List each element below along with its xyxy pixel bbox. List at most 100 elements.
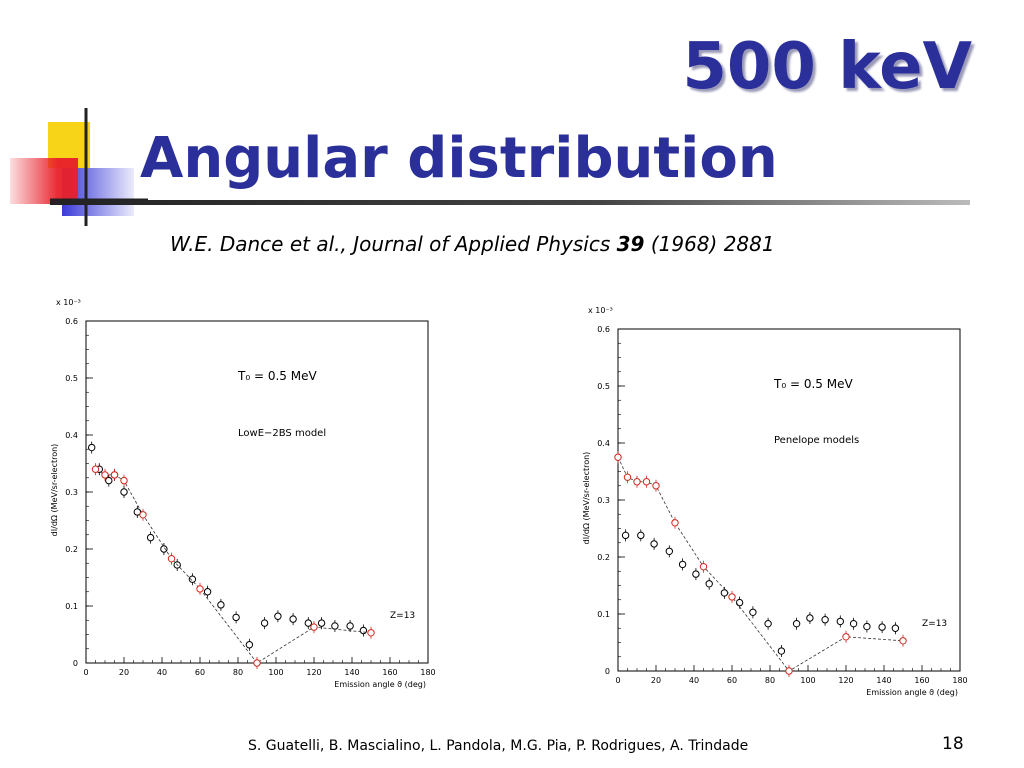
measured-point: [705, 580, 713, 588]
x-tick-label: 60: [195, 668, 205, 677]
measured-point: [692, 570, 700, 578]
measured-point: [359, 626, 368, 635]
simulated-point: [642, 478, 651, 486]
author-footer: S. Guatelli, B. Mascialino, L. Pandola, …: [248, 738, 749, 754]
x-tick-label: 0: [615, 676, 620, 685]
measured-point: [331, 622, 339, 630]
simulated-point: [842, 633, 850, 641]
y-tick-label: 0: [605, 667, 610, 676]
measured-point: [720, 589, 729, 597]
measured-point: [160, 545, 168, 553]
measured-point: [821, 616, 829, 624]
measured-point: [650, 540, 658, 548]
plot-area: 0 20 40 60 80 100 120 140 160 180 0 0.1 0.2 0.3 0.4 0.5…: [65, 317, 435, 677]
annotation-energy: T₀ = 0.5 MeV: [237, 369, 317, 383]
x-tick-label: 40: [689, 676, 699, 685]
y-tick-label: 0.4: [65, 431, 78, 440]
x-tick-label: 20: [651, 676, 661, 685]
y-multiplier: x 10⁻³: [588, 306, 613, 315]
measured-point: [678, 560, 687, 569]
y-tick-label: 0.1: [597, 610, 610, 619]
simulated-point: [652, 482, 660, 490]
measured-point: [637, 531, 645, 540]
simulated-point: [785, 667, 793, 675]
simulation-curve: [617, 457, 904, 672]
x-tick-label: 120: [306, 668, 321, 677]
simulated-point: [196, 585, 204, 593]
annotation-z: Z=13: [390, 611, 415, 621]
measured-point: [792, 619, 801, 628]
y-tick-label: 0.6: [597, 325, 610, 334]
measured-point: [863, 622, 871, 631]
x-tick-label: 100: [800, 676, 815, 685]
x-tick-label: 80: [765, 676, 775, 685]
measured-point: [274, 612, 282, 620]
measured-point: [105, 476, 113, 485]
measured-point: [203, 588, 212, 596]
measured-point: [665, 547, 674, 555]
simulated-point: [728, 593, 736, 601]
annotation-model: LowE−2BS model: [238, 428, 326, 439]
x-tick-label: 180: [952, 676, 967, 685]
plot-area: 0 20 40 60 80 100 120 140 160 180 0 0.1 0.2 0.3 0.4 0.5…: [597, 325, 967, 685]
measured-point: [304, 619, 312, 627]
simulated-point: [633, 478, 641, 486]
x-tick-label: 60: [727, 676, 737, 685]
reference-authors: W.E. Dance et al., Journal of Applied Ph…: [170, 232, 617, 256]
measured-point: [764, 619, 772, 628]
x-tick-label: 140: [344, 668, 359, 677]
simulated-point: [899, 637, 907, 645]
annotation-z: Z=13: [922, 619, 947, 629]
measured-point: [735, 598, 744, 607]
x-tick-label: 160: [914, 676, 929, 685]
chart-penelope: x 10⁻³ dI/dΩ (MeV/sr-electron) Emission …: [582, 306, 968, 697]
measured-point: [346, 622, 354, 630]
measured-point: [836, 617, 844, 626]
measured-point: [849, 619, 858, 628]
measured-point: [621, 531, 630, 540]
measured-point: [133, 508, 142, 516]
measured-point: [120, 488, 128, 496]
x-tick-label: 0: [83, 668, 88, 677]
page-title: Angular distribution: [140, 126, 778, 191]
measured-point: [146, 533, 155, 542]
measured-point: [317, 619, 326, 627]
logo-red-square: [10, 158, 78, 204]
x-tick-label: 180: [420, 668, 435, 677]
simulation-curve: [95, 468, 372, 664]
y-tick-label: 0.6: [65, 317, 78, 326]
y-tick-label: 0.1: [65, 602, 78, 611]
y-axis-label: dI/dΩ (MeV/sr-electron): [582, 452, 591, 545]
measured-point: [260, 619, 269, 627]
simulated-point: [91, 465, 100, 473]
measured-point: [232, 613, 240, 622]
measured-point: [188, 575, 197, 583]
y-tick-label: 0.3: [597, 496, 610, 505]
page-number: 18: [942, 734, 964, 754]
x-tick-label: 80: [233, 668, 243, 677]
y-multiplier: x 10⁻³: [56, 298, 81, 307]
chart-lowe-2bs: x 10⁻³ dI/dΩ (MeV/sr-electron) Emission …: [50, 298, 436, 689]
simulated-point: [367, 629, 375, 637]
measured-point: [777, 647, 786, 655]
x-tick-label: 160: [382, 668, 397, 677]
simulated-point: [120, 476, 128, 485]
simulated-point: [614, 453, 622, 461]
measured-point: [289, 615, 297, 623]
measured-point: [891, 624, 900, 632]
energy-title: 500 keV: [682, 30, 972, 104]
simulated-point: [623, 473, 632, 481]
y-tick-label: 0.2: [597, 553, 610, 562]
y-axis-label: dI/dΩ (MeV/sr-electron): [50, 444, 59, 537]
x-axis-label: Emission angle ϑ (deg): [334, 680, 426, 689]
simulated-point: [110, 471, 119, 479]
y-tick-label: 0.3: [65, 488, 78, 497]
simulated-point: [671, 519, 679, 527]
annotation-model: Penelope models: [774, 435, 859, 446]
y-tick-label: 0: [73, 659, 78, 668]
simulated-point: [699, 562, 708, 571]
simulated-point: [253, 659, 261, 667]
measured-point: [245, 641, 254, 649]
title-divider: [50, 200, 970, 205]
x-axis-label: Emission angle ϑ (deg): [866, 688, 958, 697]
